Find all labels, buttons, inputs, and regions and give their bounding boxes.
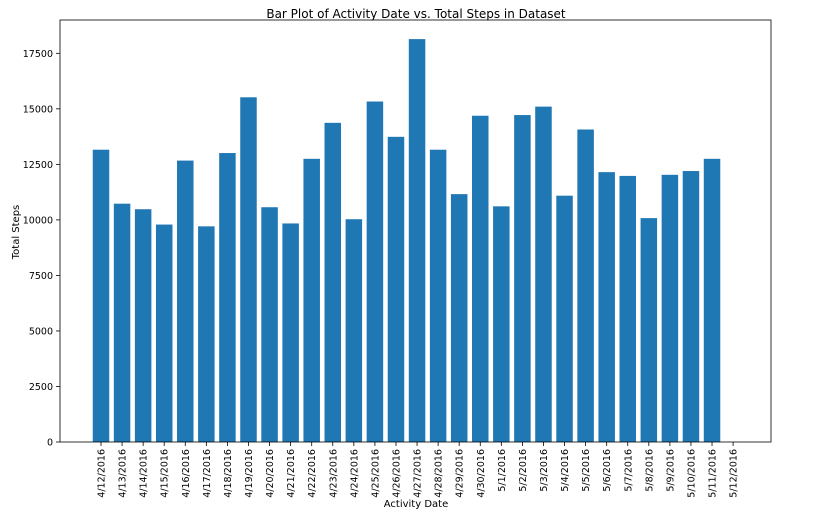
bar	[198, 226, 215, 442]
bar	[219, 153, 236, 442]
bar	[408, 39, 426, 443]
bar	[682, 171, 700, 442]
x-tick-label: 5/9/2016	[665, 449, 676, 492]
bars-group	[92, 39, 721, 443]
y-tick-label: 12500	[23, 160, 53, 171]
x-tick-label: 4/22/2016	[307, 449, 318, 498]
y-tick-label: 7500	[29, 271, 53, 282]
x-tick-label: 5/1/2016	[497, 449, 508, 492]
x-tick-label: 4/14/2016	[139, 449, 150, 498]
bar	[366, 101, 384, 442]
bar	[577, 129, 594, 442]
x-tick-label: 4/16/2016	[181, 449, 192, 498]
x-tick-label: 4/19/2016	[244, 449, 255, 498]
x-tick-label: 5/8/2016	[644, 449, 655, 492]
x-tick-label: 4/25/2016	[370, 449, 381, 498]
x-tick-label: 5/7/2016	[623, 449, 634, 492]
y-tick-label: 5000	[29, 326, 53, 337]
bar	[703, 158, 721, 442]
y-tick-label: 15000	[23, 104, 53, 115]
x-tick-label: 4/27/2016	[413, 449, 424, 498]
x-tick-label: 5/5/2016	[581, 449, 592, 492]
x-axis-label: Activity Date	[384, 499, 448, 510]
x-tick-label: 5/11/2016	[708, 449, 719, 498]
bar	[450, 194, 468, 442]
bar	[598, 172, 615, 443]
bar	[619, 175, 636, 442]
bar	[240, 97, 257, 442]
x-tick-label: 5/2/2016	[518, 449, 529, 492]
bar	[177, 160, 194, 442]
x-tick-label: 5/12/2016	[729, 449, 740, 498]
bar	[429, 149, 447, 442]
bar	[556, 195, 573, 442]
x-tick-label: 4/15/2016	[160, 449, 171, 498]
bar	[113, 203, 131, 442]
plot-frame	[59, 19, 772, 443]
x-tick-label: 4/20/2016	[265, 449, 276, 498]
x-tick-label: 4/21/2016	[286, 449, 297, 498]
y-tick-label: 10000	[23, 215, 53, 226]
x-tick-label: 5/6/2016	[602, 449, 613, 492]
bar	[387, 136, 405, 442]
x-tick-label: 4/18/2016	[223, 449, 234, 498]
x-tick-label: 4/26/2016	[391, 449, 402, 498]
bar	[92, 149, 110, 442]
bar	[303, 158, 320, 442]
bar	[640, 218, 658, 442]
y-tick-label: 17500	[23, 49, 53, 60]
bar	[472, 115, 489, 443]
bar	[661, 174, 679, 442]
x-tick-label: 4/24/2016	[349, 449, 360, 498]
bar	[282, 223, 299, 442]
x-tick-label: 4/17/2016	[202, 449, 213, 498]
x-tick-label: 4/12/2016	[97, 449, 108, 498]
y-axis-ticks: 0 2500 5000 7500 10000 12500 15000 17500	[23, 49, 60, 449]
x-tick-label: 4/13/2016	[118, 449, 129, 498]
bar	[514, 115, 531, 443]
bar	[155, 224, 173, 442]
chart-title: Bar Plot of Activity Date vs. Total Step…	[266, 7, 566, 21]
bar	[535, 106, 552, 442]
x-tick-label: 5/3/2016	[539, 449, 550, 492]
bar	[324, 122, 342, 442]
x-tick-label: 4/28/2016	[434, 449, 445, 498]
x-tick-label: 4/23/2016	[328, 449, 339, 498]
bar	[345, 219, 363, 442]
x-tick-label: 5/10/2016	[686, 449, 697, 498]
bar	[134, 209, 152, 442]
bar	[261, 207, 278, 442]
x-tick-label: 4/29/2016	[455, 449, 466, 498]
x-tick-label: 4/30/2016	[476, 449, 487, 498]
y-tick-label: 0	[47, 438, 53, 449]
y-tick-label: 2500	[29, 382, 53, 393]
x-axis-ticks: 4/12/2016 4/13/2016 4/14/2016 4/15/2016 4/16…	[97, 442, 740, 498]
y-axis-label: Total Steps	[11, 205, 22, 261]
x-tick-label: 5/4/2016	[560, 449, 571, 492]
bar	[493, 206, 510, 442]
